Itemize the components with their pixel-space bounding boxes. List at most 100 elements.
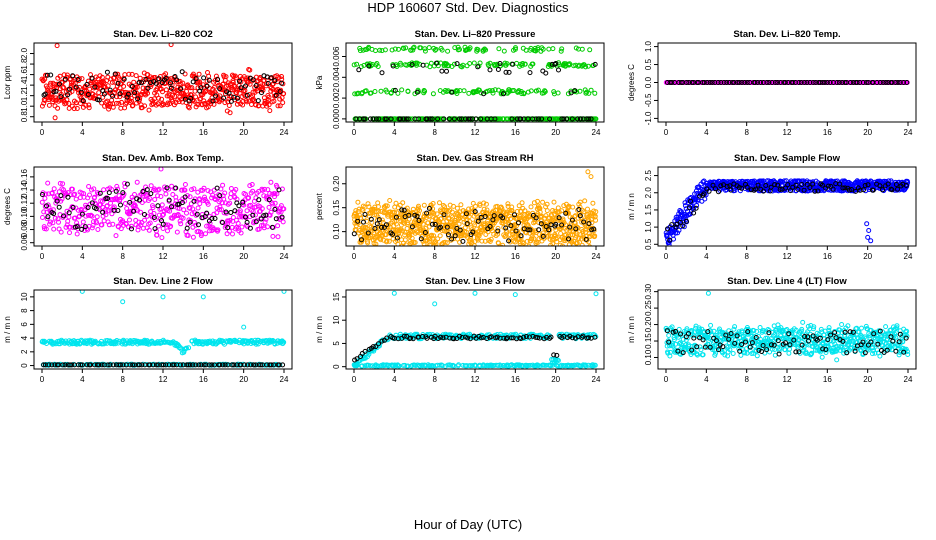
panel-title: Stan. Dev. Gas Stream RH xyxy=(416,153,533,164)
data-point xyxy=(363,88,369,94)
data-point xyxy=(529,236,535,242)
data-point xyxy=(163,75,169,81)
data-point xyxy=(213,93,219,99)
data-point xyxy=(262,219,268,225)
data-point xyxy=(80,219,86,225)
y-tick-label: 0.10 xyxy=(332,223,341,239)
data-point xyxy=(574,240,580,246)
data-point xyxy=(61,72,67,78)
data-point xyxy=(56,219,61,225)
data-point xyxy=(744,80,750,85)
data-point xyxy=(258,216,264,222)
data-point xyxy=(110,104,116,110)
data-point xyxy=(379,217,385,223)
data-point xyxy=(86,184,92,189)
data-point xyxy=(57,81,62,87)
data-point xyxy=(134,84,140,90)
data-point xyxy=(526,243,532,246)
data-point xyxy=(97,190,103,196)
data-point xyxy=(207,220,213,226)
data-point xyxy=(772,80,778,85)
data-point xyxy=(889,80,895,85)
data-point xyxy=(694,203,700,208)
x-tick-label: 8 xyxy=(120,128,125,137)
data-point xyxy=(178,86,184,92)
data-point xyxy=(466,211,471,216)
data-point xyxy=(559,208,565,214)
data-point xyxy=(587,244,593,246)
data-point xyxy=(415,229,421,235)
data-point xyxy=(477,60,483,66)
data-point xyxy=(110,362,116,368)
data-point xyxy=(209,216,215,221)
data-point xyxy=(107,87,113,93)
data-point xyxy=(186,345,192,351)
data-point xyxy=(870,187,876,193)
data-point xyxy=(543,70,549,76)
data-point xyxy=(503,225,509,231)
data-point xyxy=(205,188,211,194)
data-point xyxy=(801,187,807,193)
data-point xyxy=(568,90,574,96)
data-point xyxy=(104,69,110,75)
data-point xyxy=(528,88,534,94)
data-point xyxy=(472,203,478,209)
data-point xyxy=(547,116,553,122)
data-point xyxy=(813,80,819,85)
data-point xyxy=(374,221,380,227)
data-point xyxy=(48,80,54,86)
data-point xyxy=(827,80,833,85)
data-point xyxy=(804,181,810,187)
data-point xyxy=(431,233,437,239)
x-tick-label: 24 xyxy=(280,128,289,137)
data-point xyxy=(680,223,686,229)
data-point xyxy=(172,93,178,99)
data-point xyxy=(466,214,472,220)
data-point xyxy=(469,239,475,245)
data-point xyxy=(119,99,124,105)
data-point xyxy=(893,182,899,187)
data-point xyxy=(860,80,866,85)
data-point xyxy=(137,197,142,203)
data-point xyxy=(271,98,277,104)
data-point xyxy=(253,83,259,89)
data-point xyxy=(139,80,145,86)
data-point xyxy=(441,212,447,218)
data-point xyxy=(131,208,137,214)
data-point xyxy=(124,181,130,187)
data-point xyxy=(54,43,60,49)
data-point xyxy=(200,294,206,300)
data-point xyxy=(168,85,174,91)
x-tick-label: 0 xyxy=(40,252,45,261)
data-point xyxy=(61,213,66,219)
data-point xyxy=(411,44,417,50)
data-point xyxy=(431,211,437,216)
y-tick-label: 0.5 xyxy=(644,238,653,250)
data-point xyxy=(495,228,501,234)
data-point xyxy=(148,191,154,197)
data-point xyxy=(559,116,565,122)
data-point xyxy=(262,186,268,192)
data-point xyxy=(483,47,489,53)
data-point xyxy=(272,78,278,84)
x-tick-label: 16 xyxy=(511,128,520,137)
data-point xyxy=(565,91,571,97)
data-point xyxy=(83,102,89,108)
data-point xyxy=(180,362,186,368)
x-tick-label: 8 xyxy=(744,128,749,137)
data-point xyxy=(726,80,732,85)
x-tick-label: 4 xyxy=(704,128,709,137)
data-point xyxy=(70,205,76,210)
data-point xyxy=(258,362,264,368)
data-point xyxy=(128,223,134,229)
data-point xyxy=(558,48,564,54)
x-tick-label: 0 xyxy=(40,375,45,384)
data-point xyxy=(359,363,365,369)
x-tick-label: 20 xyxy=(239,128,248,137)
data-point xyxy=(475,47,481,53)
plot-frame xyxy=(33,289,293,370)
data-point xyxy=(897,80,903,85)
data-point xyxy=(96,97,102,103)
data-point xyxy=(449,209,455,215)
data-point xyxy=(114,100,119,106)
